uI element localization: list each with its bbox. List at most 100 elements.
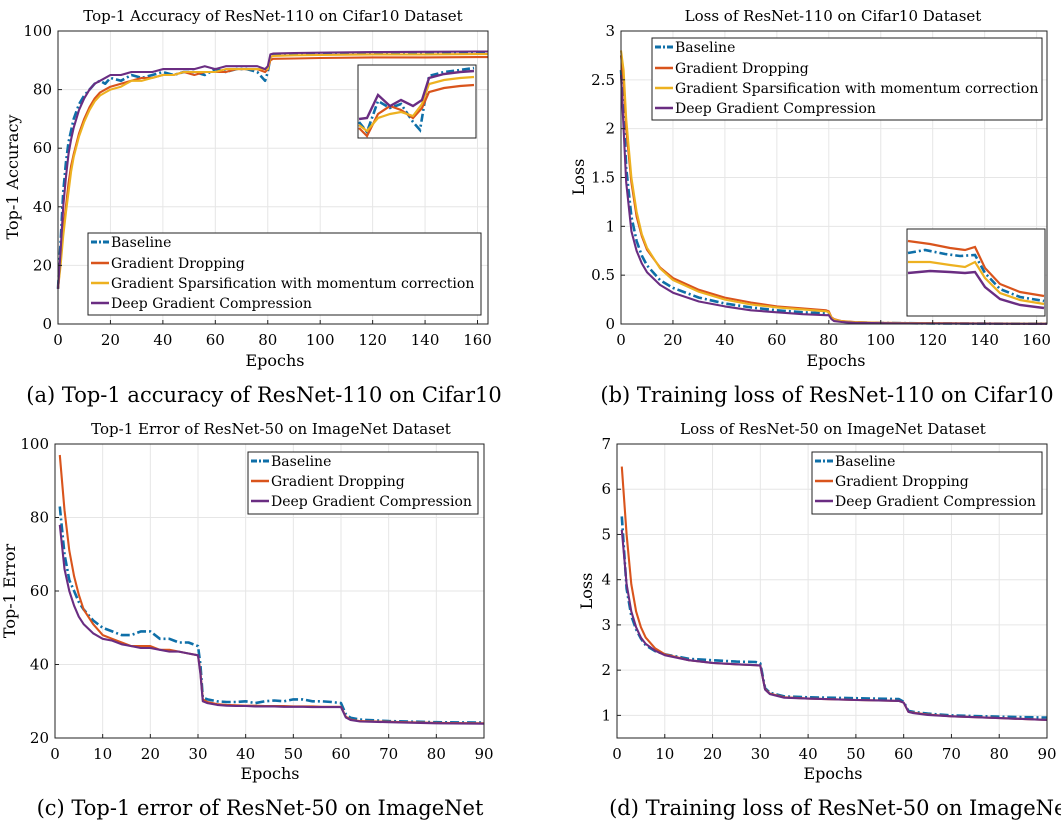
panel-d-xtick-0: 0 — [612, 745, 622, 763]
panel-b-ticks: 0 20 40 60 80 100 120 140 160 0 0.5 1 1.5 2 2.5 3 — [591, 22, 1051, 349]
panel-b-xtick-0: 0 — [616, 331, 626, 349]
panel-c-title: Top-1 Error of ResNet-50 on ImageNet Dat… — [91, 420, 451, 438]
panel-c-xlabel: Epochs — [240, 764, 299, 783]
panel-b-legend-dgc: Deep Gradient Compression — [675, 101, 876, 117]
panel-b-xtick-120: 120 — [918, 331, 947, 349]
panel-a-title: Top-1 Accuracy of ResNet-110 on Cifar10 … — [83, 7, 462, 25]
panel-a-xtick-40: 40 — [153, 331, 172, 349]
panel-d-legend: Baseline Gradient Dropping Deep Gradient… — [811, 451, 1043, 515]
panel-a-series-gradient-sparsification-with-momentum-correction-line — [56, 53, 488, 289]
panel-a-series-deep-gradient-compression-line — [56, 50, 488, 289]
panel-d-xtick-50: 50 — [846, 745, 865, 763]
panel-a-ytick-40: 40 — [33, 198, 52, 216]
panel-d-ytick-5: 5 — [601, 525, 611, 543]
panel-c-series-deep-gradient-compression-line — [58, 524, 485, 725]
panel-a-legend-gradient-dropping: Gradient Dropping — [111, 256, 245, 272]
panel-d-series — [620, 466, 1048, 721]
panel-c-ylabel: Top-1 Error — [0, 544, 19, 639]
panel-b-legend-gradient-dropping: Gradient Dropping — [675, 61, 809, 77]
panel-d-ytick-7: 7 — [601, 435, 611, 453]
panel-c-xtick-80: 80 — [427, 745, 446, 763]
panel-c-legend: Baseline Gradient Dropping Deep Gradient… — [247, 451, 479, 515]
panel-c-xtick-30: 30 — [188, 745, 207, 763]
panel-b-legend-box — [651, 37, 1043, 121]
panel-c-ytick-40: 40 — [30, 656, 49, 674]
panel-a-series-baseline-line — [56, 51, 488, 289]
panel-a-xtick-60: 60 — [206, 331, 225, 349]
panel-b-ytick-2.5: 2.5 — [591, 71, 615, 89]
panel-c-xtick-70: 70 — [379, 745, 398, 763]
panel-a-xtick-80: 80 — [258, 331, 277, 349]
panel-b-ytick-3: 3 — [605, 22, 615, 40]
panel-d-title: Loss of ResNet-50 on ImageNet Dataset — [680, 420, 986, 438]
panel-d-xtick-10: 10 — [655, 745, 674, 763]
panel-d-ytick-3: 3 — [601, 616, 611, 634]
panel-a-inset — [357, 64, 477, 139]
panel-a: Top-1 Accuracy of ResNet-110 on Cifar10 … — [3, 7, 502, 407]
panel-c-series-baseline-line — [58, 506, 485, 724]
panel-c-xtick-90: 90 — [474, 745, 493, 763]
panel-c-legend-box — [247, 451, 479, 515]
panel-a-inset-gradient-sparsification-line — [358, 75, 475, 133]
panel-d-xtick-80: 80 — [990, 745, 1009, 763]
panel-a-legend: Baseline Gradient Dropping Gradient Spar… — [87, 232, 482, 316]
panel-c: Top-1 Error of ResNet-50 on ImageNet Dat… — [0, 420, 494, 820]
panel-c-xtick-60: 60 — [331, 745, 350, 763]
panel-b-title: Loss of ResNet-110 on Cifar10 Dataset — [685, 7, 982, 25]
panel-a-ytick-20: 20 — [33, 256, 52, 274]
panel-d-series-deep-gradient-compression-line — [620, 529, 1048, 721]
panel-b-legend-baseline: Baseline — [675, 40, 735, 56]
panel-a-ytick-0: 0 — [42, 315, 52, 333]
panel-d-xlabel: Epochs — [803, 764, 862, 783]
panel-d-xtick-40: 40 — [799, 745, 818, 763]
panel-c-xtick-10: 10 — [93, 745, 112, 763]
panel-a-xlabel: Epochs — [245, 351, 304, 370]
panel-d-xtick-20: 20 — [703, 745, 722, 763]
panel-a-xtick-100: 100 — [306, 331, 335, 349]
panel-c-ticks: 0 10 20 30 40 50 60 70 80 90 20 40 60 80 100 — [20, 435, 493, 763]
panel-a-xtick-20: 20 — [101, 331, 120, 349]
panel-a-caption: (a) Top-1 accuracy of ResNet-110 on Cifa… — [26, 383, 501, 407]
panel-d-ticks: 0 10 20 30 40 50 60 70 80 90 1 2 3 4 5 6 7 — [601, 435, 1056, 763]
panel-b-xtick-100: 100 — [866, 331, 895, 349]
panel-c-ytick-100: 100 — [20, 435, 49, 453]
panel-a-xtick-0: 0 — [53, 331, 63, 349]
panel-b-xtick-160: 160 — [1022, 331, 1051, 349]
panel-b-ytick-1.5: 1.5 — [591, 169, 615, 187]
panel-b-ytick-0: 0 — [605, 315, 615, 333]
panel-a-inset-dgc-line — [358, 69, 475, 121]
panel-d-ytick-2: 2 — [601, 661, 611, 679]
panel-c-legend-baseline: Baseline — [271, 454, 331, 470]
panel-b: Loss of ResNet-110 on Cifar10 Dataset 0 2… — [569, 7, 1054, 407]
panel-c-ytick-60: 60 — [30, 582, 49, 600]
panel-b-inset-baseline-line — [907, 248, 1045, 303]
panel-a-series — [56, 50, 488, 289]
panel-b-inset-gradient-sparsification-line — [908, 260, 1045, 306]
panel-a-legend-gradient-sparsification: Gradient Sparsification with momentum co… — [111, 276, 474, 292]
panel-d-ytick-4: 4 — [601, 571, 611, 589]
panel-c-legend-dgc: Deep Gradient Compression — [271, 494, 472, 510]
panel-a-inset-baseline-line — [357, 66, 475, 135]
panel-a-xtick-140: 140 — [411, 331, 440, 349]
panel-a-xtick-160: 160 — [463, 331, 492, 349]
panel-b-xtick-80: 80 — [819, 331, 838, 349]
panel-d-xtick-70: 70 — [942, 745, 961, 763]
panel-a-ylabel: Top-1 Accuracy — [3, 115, 22, 240]
panel-b-legend-gradient-sparsification: Gradient Sparsification with momentum co… — [675, 81, 1038, 97]
panel-d-legend-dgc: Deep Gradient Compression — [835, 494, 1036, 510]
panel-c-series — [58, 454, 485, 725]
panel-d: Loss of ResNet-50 on ImageNet Dataset 0 1… — [577, 420, 1061, 820]
panel-b-ytick-0.5: 0.5 — [591, 266, 615, 284]
panel-d-legend-baseline: Baseline — [835, 454, 895, 470]
panel-a-legend-dgc: Deep Gradient Compression — [111, 296, 312, 312]
panel-c-ytick-80: 80 — [30, 509, 49, 527]
panel-a-axes-frame — [57, 30, 489, 325]
panel-b-legend: Baseline Gradient Dropping Gradient Spar… — [651, 37, 1043, 121]
panel-b-ylabel: Loss — [569, 159, 588, 196]
panel-d-series-baseline-line — [620, 516, 1048, 719]
panel-b-inset-gradient-dropping-line — [907, 239, 1045, 298]
panel-d-legend-gradient-dropping: Gradient Dropping — [835, 474, 969, 490]
panel-d-ylabel: Loss — [577, 573, 596, 610]
panel-b-xtick-140: 140 — [970, 331, 999, 349]
